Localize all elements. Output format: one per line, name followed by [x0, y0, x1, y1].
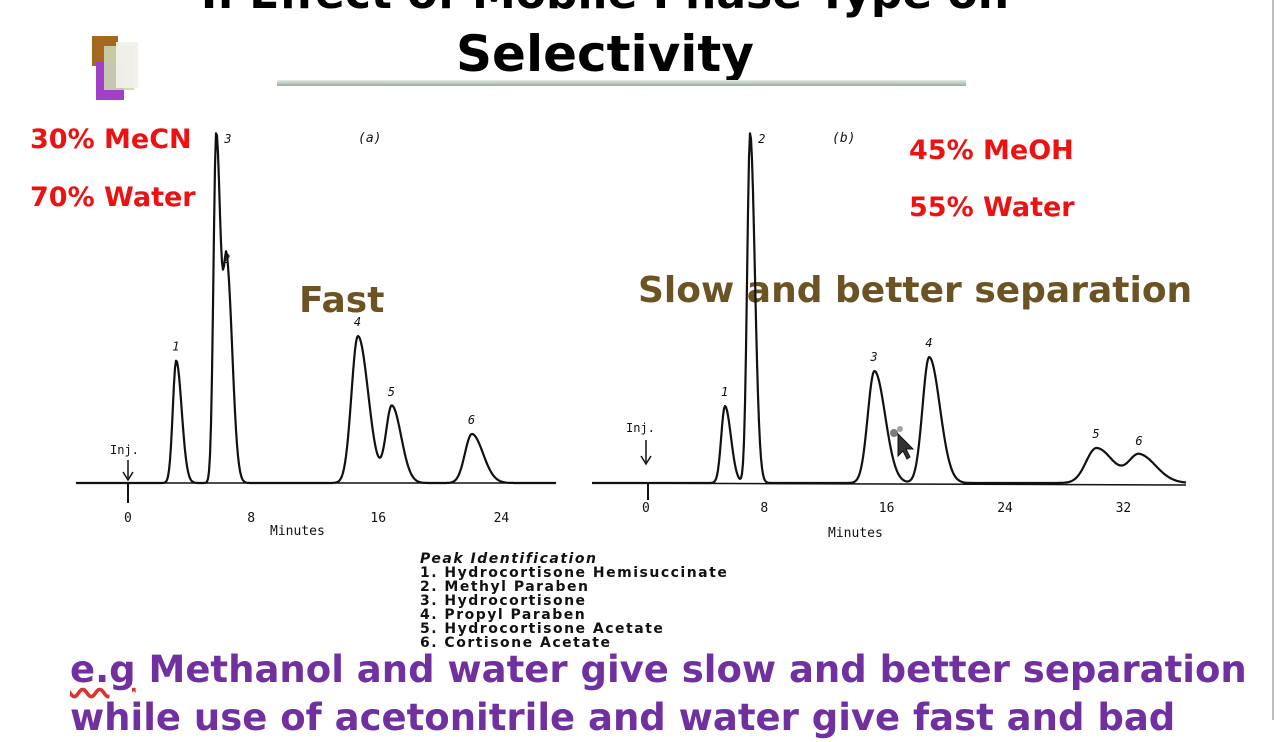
peak-id-item: 4. Propyl Paraben [420, 607, 587, 623]
chromatogram-b-ticks: 0 8 16 24 32 [642, 501, 1131, 516]
peak-id-item: 3. Hydrocortisone [420, 593, 587, 609]
footer-eg: e.g [70, 648, 136, 691]
chromatogram-b-inj-label: Inj. [626, 421, 655, 435]
x-tick-label: 0 [124, 511, 132, 526]
peak-label-4: 4 [925, 336, 932, 350]
chromatogram-a-trace [75, 132, 557, 485]
left-mobile-phase-mecn: 30% MeCN [30, 124, 192, 155]
left-speed-label: Fast [299, 280, 385, 321]
chromatogram-b-peak-labels: 1 2 3 4 5 6 [721, 132, 1143, 448]
peak-label-1: 1 [721, 385, 728, 399]
chromatogram-b-trace [591, 132, 1187, 485]
slide-title-line1: I. Effect of Mobile Phase Type on [0, 0, 1210, 19]
peak-label-6: 6 [468, 413, 475, 427]
x-tick-label: 16 [370, 511, 386, 526]
chromatogram-a-ticks: 0 8 16 24 [124, 511, 509, 526]
peak-label-4: 4 [354, 315, 361, 329]
title-underline [277, 80, 966, 86]
peak-identification: Peak Identification 1. Hydrocortisone He… [420, 552, 728, 650]
peak-label-3: 3 [223, 132, 231, 146]
chromatogram-b: (b) Inj. 0 8 16 24 32 1 2 3 4 5 6 Minutes [591, 131, 1187, 541]
slide-edge-divider [1272, 0, 1274, 720]
footer-note: e.g Methanol and water give slow and bet… [70, 646, 1247, 742]
x-tick-label: 24 [494, 511, 510, 526]
chromatogram-a-inj-label: Inj. [110, 443, 139, 457]
mouse-pointer-icon [890, 426, 915, 460]
left-mobile-phase-water: 70% Water [30, 182, 196, 213]
x-tick-label: 0 [642, 501, 650, 516]
slide-title-line2: Selectivity [456, 25, 754, 83]
peak-id-item: 2. Methyl Paraben [420, 579, 590, 595]
peak-label-3: 3 [869, 350, 877, 364]
peak-label-5: 5 [1092, 427, 1099, 441]
right-speed-label: Slow and better separation [638, 270, 1193, 311]
presentation-logo-icon [90, 34, 148, 104]
peak-id-item: 6. Cortisone Acetate [420, 635, 612, 651]
x-tick-label: 8 [760, 501, 768, 516]
x-tick-label: 32 [1116, 501, 1132, 516]
peak-label-2: 2 [223, 252, 230, 266]
right-mobile-phase-meoh: 45% MeOH [909, 135, 1074, 166]
x-tick-label: 8 [247, 511, 255, 526]
x-tick-label: 16 [879, 501, 895, 516]
right-mobile-phase-water: 55% Water [909, 192, 1075, 223]
inj-arrow-icon-a [122, 460, 134, 503]
chromatogram-a-peak-labels: 1 3 2 4 5 6 [172, 132, 475, 427]
footer-line1: Methanol and water give slow and better … [135, 648, 1247, 691]
chromatogram-a-tag: (a) [358, 131, 381, 146]
inj-arrow-icon-b [640, 440, 652, 500]
peak-label-5: 5 [388, 385, 395, 399]
peak-label-6: 6 [1135, 434, 1142, 448]
x-tick-label: 24 [997, 501, 1013, 516]
chromatogram-b-tag: (b) [832, 131, 855, 146]
peak-id-item: 1. Hydrocortisone Hemisuccinate [420, 565, 729, 581]
chromatogram-b-xlabel: Minutes [828, 526, 883, 541]
footer-line2: while use of acetonitrile and water give… [70, 696, 1176, 739]
peak-label-1: 1 [172, 340, 179, 354]
peak-identification-heading: Peak Identification [420, 551, 598, 567]
chromatogram-a-xlabel: Minutes [270, 524, 325, 539]
peak-id-item: 5. Hydrocortisone Acetate [420, 621, 665, 637]
peak-label-2: 2 [758, 132, 765, 146]
